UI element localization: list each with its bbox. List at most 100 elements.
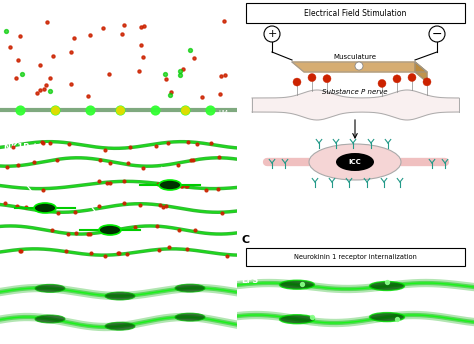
Text: Substance P nerve: Substance P nerve [322, 89, 388, 95]
Text: Musculature: Musculature [334, 54, 376, 60]
Polygon shape [415, 62, 427, 82]
Point [71, 209, 79, 215]
Point [115, 250, 122, 255]
Point [217, 91, 224, 97]
Text: LM: LM [218, 110, 228, 116]
Circle shape [308, 74, 316, 82]
Point [183, 247, 191, 252]
Ellipse shape [35, 315, 65, 323]
Text: NK1R / SP: NK1R / SP [4, 142, 51, 151]
FancyBboxPatch shape [246, 248, 465, 266]
Point [218, 210, 226, 216]
Ellipse shape [34, 203, 56, 213]
Point [190, 56, 198, 61]
Point [16, 248, 24, 254]
Text: D: D [4, 329, 13, 339]
Point [191, 227, 199, 233]
Point [18, 249, 25, 254]
Polygon shape [315, 326, 319, 330]
Point [116, 107, 124, 113]
Point [308, 314, 316, 320]
Point [155, 181, 162, 187]
Point [180, 66, 187, 72]
Point [220, 18, 228, 24]
Circle shape [408, 74, 416, 82]
Point [140, 23, 148, 29]
Point [176, 227, 183, 233]
Point [202, 187, 210, 193]
Ellipse shape [105, 292, 135, 300]
Point [188, 157, 195, 163]
Point [51, 107, 59, 113]
Point [67, 50, 75, 55]
Point [137, 43, 145, 48]
Polygon shape [292, 62, 427, 72]
Text: A: A [4, 117, 13, 127]
Point [14, 58, 22, 63]
Point [3, 164, 10, 170]
Ellipse shape [35, 284, 65, 292]
Circle shape [429, 26, 445, 42]
Text: −: − [432, 28, 442, 41]
Point [64, 231, 72, 236]
Point [46, 76, 54, 81]
Ellipse shape [175, 313, 205, 321]
Point [137, 24, 145, 30]
Point [12, 75, 19, 80]
Point [73, 230, 80, 236]
FancyBboxPatch shape [246, 3, 465, 23]
Text: NK1R / SP: NK1R / SP [4, 7, 51, 16]
Point [162, 203, 170, 209]
Text: EFS: EFS [241, 276, 258, 285]
Point [67, 82, 75, 87]
Text: CM: CM [218, 60, 229, 66]
Polygon shape [395, 326, 399, 330]
Point [1, 201, 9, 206]
Point [115, 250, 123, 256]
Point [97, 157, 104, 162]
Point [46, 141, 54, 146]
Point [217, 73, 225, 78]
Point [139, 54, 147, 59]
Ellipse shape [99, 225, 121, 235]
Point [136, 69, 143, 74]
Point [88, 250, 95, 256]
Point [193, 141, 201, 147]
Point [181, 107, 189, 113]
Point [176, 72, 184, 78]
Point [99, 26, 107, 31]
Point [106, 160, 114, 165]
Point [186, 47, 194, 53]
Point [120, 178, 128, 183]
Point [214, 186, 222, 192]
Circle shape [393, 75, 401, 83]
Point [221, 72, 229, 78]
Text: Neurokinin 1 receptor internalization: Neurokinin 1 receptor internalization [293, 254, 417, 260]
Point [49, 54, 57, 59]
Circle shape [264, 26, 280, 42]
Point [14, 162, 21, 168]
Point [162, 77, 170, 82]
Point [40, 86, 47, 92]
Point [215, 154, 223, 159]
Point [182, 183, 190, 189]
Point [120, 201, 128, 206]
Point [165, 245, 173, 250]
Point [95, 204, 103, 209]
Text: Electrical Field Stimulation: Electrical Field Stimulation [304, 9, 406, 18]
Point [13, 203, 21, 209]
Text: B: B [4, 254, 12, 264]
Point [164, 140, 172, 146]
Point [54, 158, 61, 163]
Point [174, 162, 182, 167]
Point [118, 31, 126, 36]
Point [167, 92, 174, 98]
Ellipse shape [280, 280, 315, 289]
Point [101, 147, 109, 153]
Point [155, 248, 163, 253]
Point [36, 62, 44, 67]
Point [183, 183, 191, 189]
Point [108, 228, 115, 234]
Point [124, 160, 132, 166]
Point [198, 95, 205, 100]
